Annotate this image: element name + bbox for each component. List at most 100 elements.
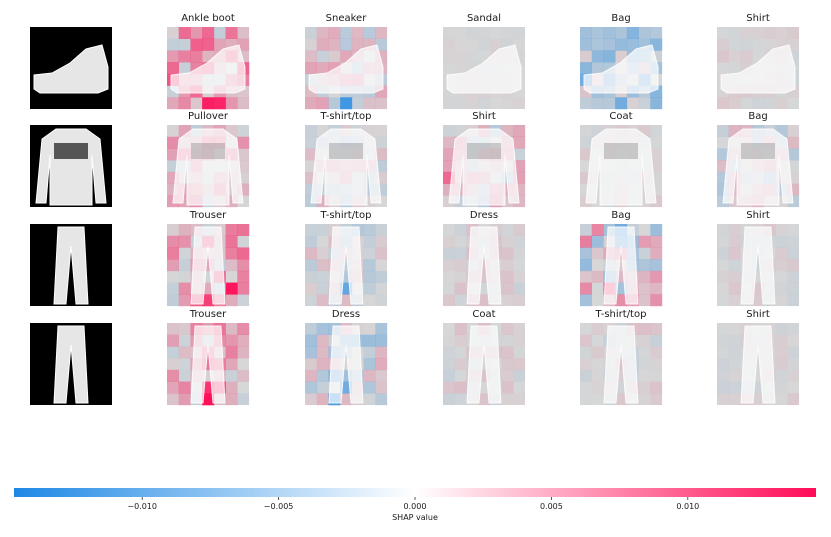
shap-cell [591,224,604,237]
shap-cell [752,97,765,110]
shap-cell [776,370,788,382]
shap-cell [740,50,753,63]
shap-cell [650,334,663,347]
shap-cell [513,224,526,237]
shap-cell [454,282,467,295]
shap-cell [225,97,238,110]
shap-cell [717,224,729,236]
shap-cell [717,247,730,260]
shap-cell [752,27,764,39]
shap-cell [178,294,191,307]
shap-cell [305,224,318,237]
shap-cell [787,148,800,161]
panel-title: Sandal [467,13,501,24]
shap-cell [775,259,788,272]
shap-cell [787,370,799,382]
shap-cell [316,259,329,272]
shap-cell [591,97,604,110]
shap-cell [443,50,455,62]
shap-cell [213,97,226,110]
shap-cell [592,335,604,347]
panel-title: Bag [611,13,630,24]
shap-cell [615,393,628,406]
shap-cell [375,247,388,260]
shap-panel: Shirt [717,210,800,307]
shap-cell [443,381,456,394]
shap-cell [351,38,364,51]
shap-cell [717,323,729,335]
shap-cell [455,236,467,248]
shap-cell [305,97,318,110]
shap-cell [443,259,455,271]
shap-cell [776,393,788,405]
shap-cell [316,38,329,51]
shap-cell [316,323,329,336]
shap-cell [639,358,651,370]
trouser-silhouette [190,226,226,305]
shap-panel: Coat [580,111,663,208]
shap-cell [728,259,741,272]
shap-cell [728,282,741,295]
shap-cell [225,369,238,382]
shap-cell [443,358,456,371]
shap-cell [375,381,388,394]
shap-cell [167,38,180,51]
shap-cell [728,224,741,237]
shap-panel: T-shirt/top [305,210,388,307]
shap-cell [443,346,456,359]
input-image [30,27,112,109]
shap-cell [787,323,799,335]
shap-cell [591,270,604,283]
panel-title: Dress [470,210,498,221]
shap-cell [316,393,329,406]
shap-cell [717,294,729,306]
shap-cell [580,27,593,40]
shap-cell [729,39,741,51]
shap-cell [501,270,514,283]
shap-cell [455,27,467,39]
shap-cell [787,224,799,236]
shap-cell [717,346,729,358]
shap-cell [650,393,663,406]
shap-cell [225,323,238,336]
shap-cell [375,259,387,271]
shap-cell [650,270,663,283]
shap-cell [167,334,180,347]
shap-cell [363,282,376,295]
shap-cell [363,334,376,347]
pullover-silhouette [172,128,244,206]
panel-title: T-shirt/top [320,111,372,122]
shap-panel: Dress [443,210,526,307]
shap-panel: Trouser [167,210,250,307]
shap-cell [591,38,604,51]
shap-cell [340,97,353,110]
shap-cell [729,27,741,39]
shap-cell [490,97,502,109]
logo-band [741,143,775,159]
shap-cell [501,247,514,260]
boot-silhouette [33,44,109,94]
shap-cell [717,283,729,295]
shap-cell [375,235,388,248]
shap-cell [638,27,651,40]
shap-cell [776,382,788,394]
colorbar-tick-label: 0.000 [404,502,427,511]
shap-cell [363,27,376,40]
shap-cell [363,346,376,359]
shap-cell [478,27,490,39]
shap-cell [591,27,604,40]
colorbar-tick-label: 0.010 [676,502,699,511]
shap-cell [787,235,800,248]
shap-cell [717,259,729,271]
shap-cell [615,38,628,51]
shap-cell [167,259,180,272]
shap-panel: Coat [443,309,526,406]
shap-cell [443,369,456,382]
shap-cell [237,294,250,307]
shap-panel: Bag [580,13,663,110]
shap-cell [752,294,765,307]
colorbar: −0.010 −0.005 0.000 0.005 0.010 SHAP value [14,488,816,522]
shap-cell [638,235,651,248]
shap-cell [305,136,318,149]
input-image [30,125,112,207]
